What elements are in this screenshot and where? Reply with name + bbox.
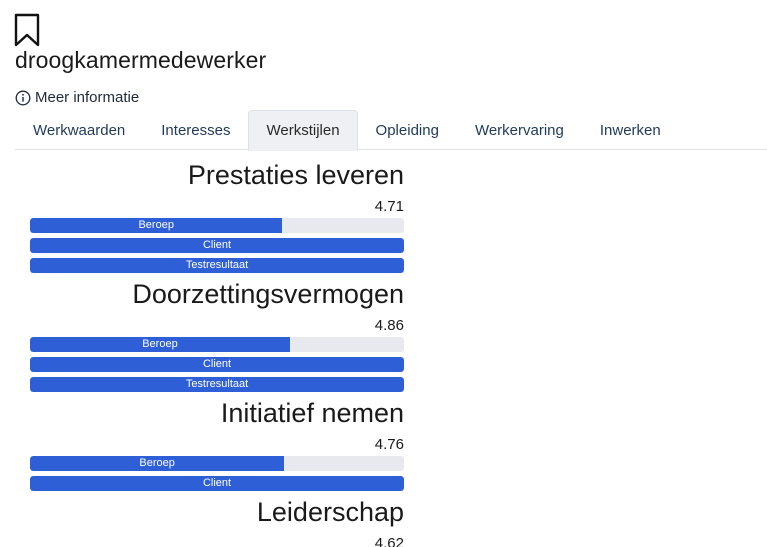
workstyle-section: Initiatief nemen 4.76 Beroep Client [30,396,404,496]
bar-label: Beroep [139,457,175,469]
bar-label: Client [202,358,232,370]
page-title: droogkamermedewerker [15,47,267,73]
score-bar: Testresultaat [30,377,404,392]
more-info-link[interactable]: Meer informatie [15,89,139,106]
more-info-label: Meer informatie [35,89,140,106]
tab-opleiding[interactable]: Opleiding [375,122,439,139]
score-bar: Beroep [30,337,404,352]
bar-fill [30,476,404,491]
section-score: 4.86 [374,317,404,334]
section-title: Prestaties leveren [187,160,404,190]
score-bar: Client [30,357,404,372]
score-bar: Client [30,238,404,253]
workstyle-section: Prestaties leveren 4.71 Beroep Client Te… [30,158,404,278]
tab-werkwaarden[interactable]: Werkwaarden [33,122,126,139]
bar-fill [30,337,290,352]
tab-interesses[interactable]: Interesses [161,122,231,139]
tab-bar: Werkwaarden Interesses Werkstijlen Oplei… [15,110,767,151]
bar-label: Testresultaat [185,259,249,271]
score-bar: Beroep [30,218,404,233]
tab-inwerken[interactable]: Inwerken [599,122,661,139]
bar-fill [30,238,404,253]
bar-label: Beroep [138,219,174,231]
bar-fill [30,456,285,471]
bar-label: Beroep [142,338,178,350]
section-title: Doorzettingsvermogen [132,279,404,309]
bar-fill [30,357,404,372]
score-bar: Client [30,476,404,491]
bar-fill [30,218,283,233]
bar-fill [30,258,404,273]
bar-label: Client [202,477,232,489]
bar-fill [30,377,404,392]
workstyle-section: Leiderschap 4.62 [30,495,404,547]
tab-werkervaring[interactable]: Werkervaring [474,122,564,139]
section-score: 4.62 [374,535,404,547]
score-bar: Beroep [30,456,404,471]
section-title: Initiatief nemen [220,398,404,428]
section-title: Leiderschap [256,497,404,527]
bookmark-icon[interactable] [14,13,40,47]
workstyle-section: Doorzettingsvermogen 4.86 Beroep Client … [30,277,404,397]
section-score: 4.76 [374,436,404,453]
tab-werkstijlen[interactable]: Werkstijlen [248,110,358,151]
bar-label: Testresultaat [185,378,249,390]
section-score: 4.71 [374,198,404,215]
info-icon [15,90,31,105]
bar-label: Client [202,239,232,251]
score-bar: Testresultaat [30,258,404,273]
